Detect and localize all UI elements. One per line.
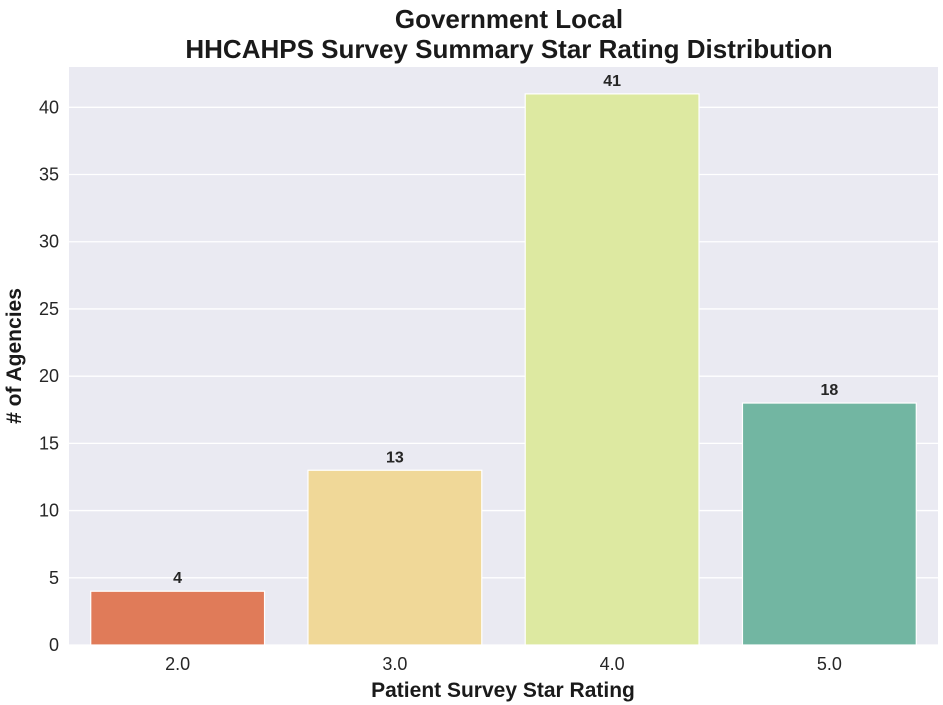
y-tick-label: 20 <box>39 366 59 386</box>
y-tick-label: 0 <box>49 635 59 655</box>
chart-title-line-1: Government Local <box>395 4 623 34</box>
bar-value-label: 13 <box>386 449 404 466</box>
data-labels: 4 13 41 18 <box>173 73 838 587</box>
y-axis-label: # of Agencies <box>3 288 26 424</box>
x-tick-label: 4.0 <box>600 654 625 674</box>
x-tick-label: 3.0 <box>382 654 407 674</box>
bars <box>90 93 917 646</box>
bar-value-label: 4 <box>173 570 182 587</box>
bar <box>741 402 917 646</box>
y-tick-label: 25 <box>39 299 59 319</box>
x-axis-ticks: 2.0 3.0 4.0 5.0 <box>165 654 842 674</box>
bar <box>307 469 483 646</box>
y-tick-label: 5 <box>49 568 59 588</box>
y-axis-ticks: 0 5 10 15 20 25 30 35 40 <box>39 97 59 655</box>
bar-value-label: 18 <box>820 382 838 399</box>
y-tick-label: 30 <box>39 232 59 252</box>
y-tick-label: 10 <box>39 501 59 521</box>
x-tick-label: 2.0 <box>165 654 190 674</box>
y-tick-label: 15 <box>39 433 59 453</box>
bar <box>524 93 700 646</box>
chart-title-line-2: HHCAHPS Survey Summary Star Rating Distr… <box>185 34 832 64</box>
x-tick-label: 5.0 <box>817 654 842 674</box>
bar <box>90 590 266 646</box>
y-tick-label: 35 <box>39 165 59 185</box>
x-axis-label: Patient Survey Star Rating <box>371 679 635 702</box>
y-tick-label: 40 <box>39 97 59 117</box>
bar-value-label: 41 <box>603 73 621 90</box>
